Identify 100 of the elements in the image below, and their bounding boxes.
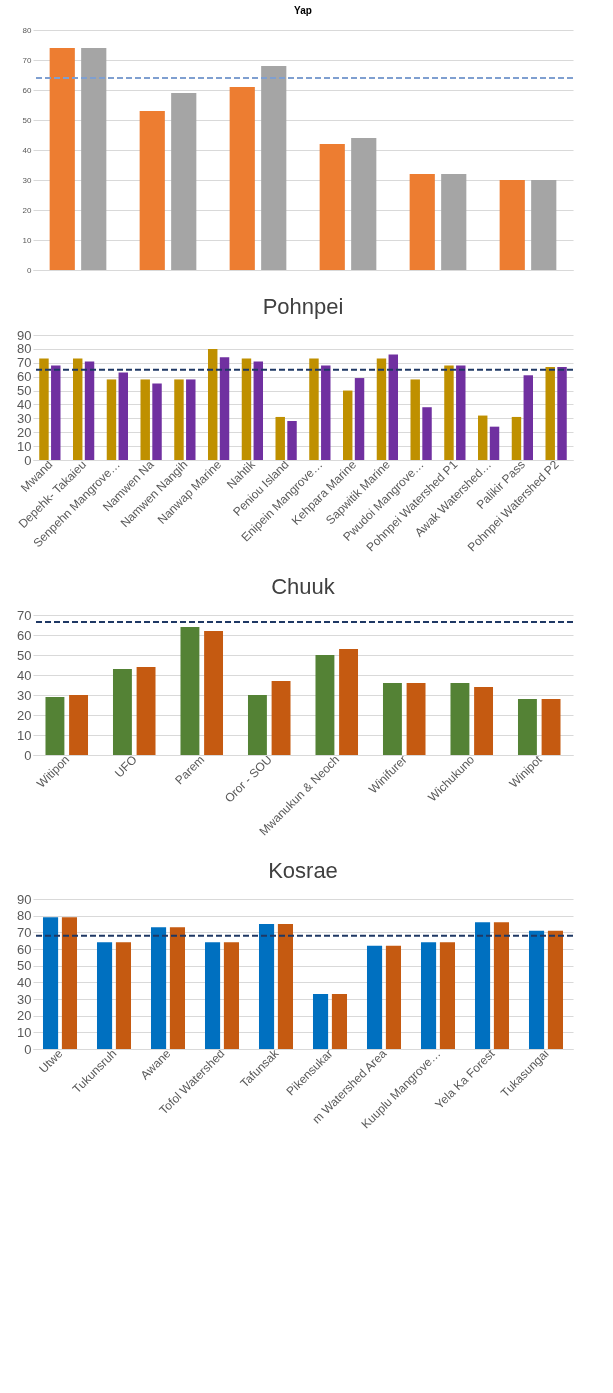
bar <box>441 174 467 270</box>
bar <box>51 365 61 460</box>
y-tick-label: 70 <box>17 924 32 940</box>
y-tick-label: 60 <box>17 627 32 643</box>
bar <box>247 695 267 755</box>
y-tick-label: 30 <box>17 687 32 703</box>
bar <box>474 922 491 1049</box>
bar <box>42 917 59 1049</box>
bar <box>422 407 432 460</box>
y-tick-label: 50 <box>22 115 33 125</box>
bar <box>152 383 162 460</box>
bar <box>385 945 402 1049</box>
bar <box>531 180 557 270</box>
bar <box>84 361 95 460</box>
bar <box>511 416 522 460</box>
y-tick-label: 0 <box>24 747 32 763</box>
y-tick-label: 70 <box>17 355 32 371</box>
bar <box>545 366 555 460</box>
bar <box>456 365 466 460</box>
y-tick-label: 10 <box>17 438 32 454</box>
y-tick-label: 10 <box>17 1024 32 1040</box>
bar <box>354 378 365 460</box>
y-tick-label: 20 <box>17 707 32 723</box>
y-tick-label: 50 <box>17 383 32 399</box>
y-tick-label: 20 <box>22 205 33 215</box>
y-tick-label: 70 <box>22 55 33 65</box>
bar <box>450 683 470 755</box>
bar <box>523 375 534 460</box>
bar <box>118 372 129 460</box>
bar <box>517 699 537 755</box>
bar <box>61 917 78 1049</box>
y-tick-label: 40 <box>17 396 32 412</box>
bar <box>204 631 224 755</box>
bar <box>174 379 184 460</box>
bar <box>150 927 167 1049</box>
y-tick-label: 30 <box>17 410 32 426</box>
bar <box>474 687 494 755</box>
bar <box>219 357 230 460</box>
y-tick-label: 10 <box>17 727 32 743</box>
y-tick-label: 40 <box>17 667 32 683</box>
bar <box>409 174 435 270</box>
bar <box>229 87 255 270</box>
bar <box>406 683 426 755</box>
bar <box>312 994 329 1049</box>
bar <box>81 48 107 270</box>
bar <box>319 144 345 270</box>
bar <box>223 942 240 1049</box>
bar <box>439 942 456 1049</box>
bar <box>342 390 353 460</box>
bar <box>444 365 454 460</box>
bar <box>528 930 545 1049</box>
bar <box>410 379 420 460</box>
bar <box>171 93 197 270</box>
y-tick-label: 60 <box>17 369 32 385</box>
bar <box>382 683 402 755</box>
bar <box>499 180 525 270</box>
y-tick-label: 0 <box>27 265 33 275</box>
y-tick-label: 20 <box>17 424 32 440</box>
bar <box>277 924 294 1049</box>
bar <box>275 416 285 460</box>
bar <box>331 994 348 1049</box>
bar <box>261 66 287 270</box>
y-tick-label: 90 <box>17 891 32 907</box>
bar <box>321 365 331 460</box>
y-tick-label: 60 <box>17 941 32 957</box>
bar <box>140 379 150 460</box>
y-tick-label: 40 <box>17 974 32 990</box>
chart-title: Kosrae <box>268 858 338 883</box>
bar <box>72 358 83 460</box>
chart-title: Chuuk <box>271 574 336 599</box>
bar <box>49 48 75 270</box>
bar <box>493 922 510 1049</box>
bar <box>241 358 252 460</box>
bar <box>339 649 359 755</box>
bar <box>388 354 399 460</box>
bar <box>112 669 132 755</box>
bar <box>258 924 275 1049</box>
y-tick-label: 80 <box>22 25 33 35</box>
bar <box>366 945 383 1049</box>
y-tick-label: 60 <box>22 85 33 95</box>
bar <box>106 379 117 460</box>
bar <box>180 627 200 755</box>
y-tick-label: 30 <box>17 991 32 1007</box>
bar <box>315 655 335 755</box>
bar <box>420 942 437 1049</box>
bar <box>186 379 196 460</box>
y-tick-label: 70 <box>17 607 32 623</box>
bar <box>207 348 218 460</box>
bar <box>557 366 567 460</box>
y-tick-label: 40 <box>22 145 33 155</box>
bar <box>287 421 297 460</box>
bar <box>477 415 488 460</box>
chart-title: Yap <box>294 5 312 16</box>
bar <box>309 358 319 460</box>
y-tick-label: 30 <box>22 175 33 185</box>
y-tick-label: 80 <box>17 341 32 357</box>
bar <box>169 927 186 1049</box>
y-tick-label: 50 <box>17 958 32 974</box>
bar <box>489 426 500 460</box>
bar <box>139 111 165 270</box>
